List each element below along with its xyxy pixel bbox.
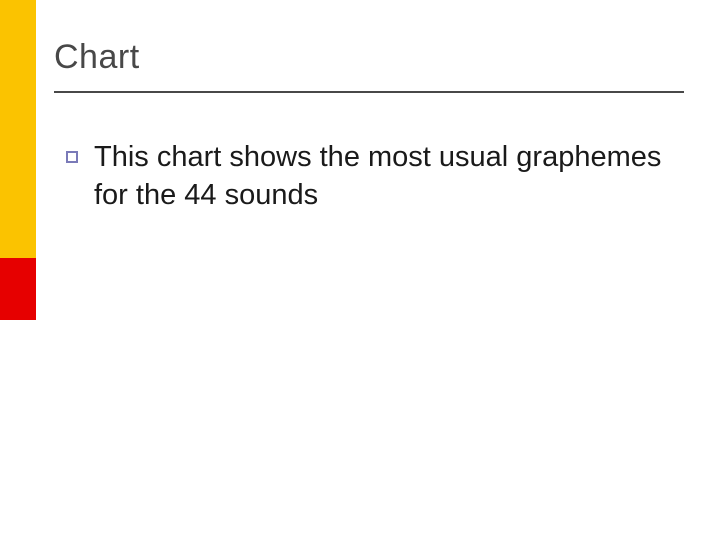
slide-body-text: This chart shows the most usual grapheme…: [94, 139, 680, 214]
accent-sidebar: [0, 0, 36, 540]
sidebar-stripe-top: [0, 0, 36, 258]
sidebar-stripe-mid: [0, 258, 36, 320]
square-bullet-icon: [66, 151, 78, 163]
slide-content: Chart This chart shows the most usual gr…: [36, 0, 720, 540]
slide-title: Chart: [54, 38, 680, 77]
bullet-row: This chart shows the most usual grapheme…: [54, 139, 680, 214]
sidebar-stripe-bot: [0, 320, 36, 540]
title-underline: [54, 91, 684, 93]
